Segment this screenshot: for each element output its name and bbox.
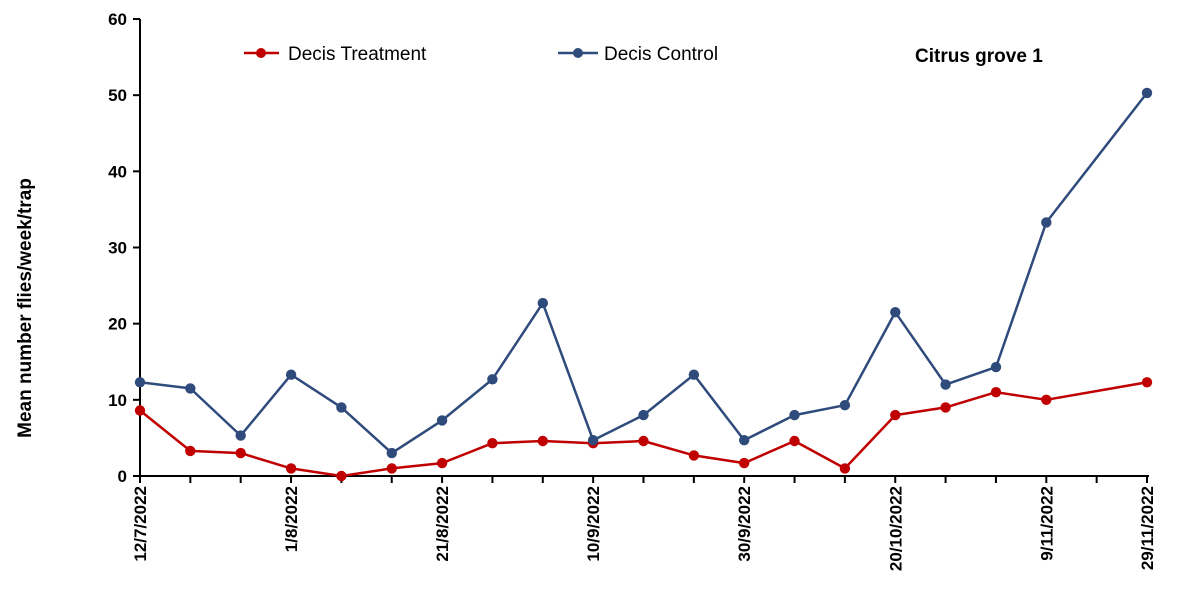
y-axis-label: Mean number flies/week/trap <box>15 178 36 438</box>
data-point <box>487 374 498 385</box>
legend-marker <box>256 48 266 58</box>
data-point <box>990 387 1002 398</box>
legend-marker <box>573 48 583 58</box>
data-point <box>990 361 1002 373</box>
y-tick-label: 60 <box>108 10 127 29</box>
data-point <box>134 405 146 416</box>
y-tick-label: 30 <box>108 239 127 258</box>
data-point <box>134 377 146 388</box>
data-point <box>739 435 750 446</box>
data-point <box>587 435 599 446</box>
y-axis: 0 10 20 30 40 50 60 <box>108 10 141 486</box>
series-line <box>139 92 1148 455</box>
x-tick-label: 20/10/2022 <box>886 486 905 571</box>
data-point <box>789 435 800 447</box>
data-point <box>285 369 297 380</box>
data-point <box>839 463 851 474</box>
y-tick-label: 50 <box>108 86 127 105</box>
chart-title: Citrus grove 1 <box>915 46 1043 67</box>
data-point <box>386 463 397 474</box>
data-point <box>688 450 700 461</box>
data-point <box>436 457 448 469</box>
legend-label-treatment: Decis Treatment <box>288 44 427 65</box>
x-tick-label: 29/11/2022 <box>1138 486 1157 570</box>
legend-item-treatment: Decis Treatment <box>244 44 427 65</box>
series-treatment <box>134 377 1153 482</box>
series-lines <box>134 87 1153 482</box>
series-control <box>134 87 1153 459</box>
x-axis: 12/7/2022 1/8/2022 21/8/2022 10/9/2022 30/9/… <box>131 475 1157 571</box>
y-tick-label: 20 <box>108 315 127 334</box>
data-point <box>436 415 448 426</box>
data-point <box>739 457 750 469</box>
data-point <box>638 435 649 447</box>
data-point <box>940 379 951 390</box>
data-point <box>638 409 649 421</box>
data-point <box>890 409 901 421</box>
y-tick-label: 10 <box>108 391 127 410</box>
data-point <box>839 400 851 411</box>
legend: Decis Treatment Decis Control <box>244 44 718 65</box>
data-point <box>235 447 246 459</box>
data-point <box>336 470 347 482</box>
data-point <box>890 307 901 318</box>
data-point <box>235 430 246 441</box>
data-point <box>940 402 951 413</box>
legend-label-control: Decis Control <box>604 44 718 65</box>
data-point <box>1041 394 1052 405</box>
data-point <box>386 447 397 459</box>
data-point <box>789 409 800 421</box>
data-point <box>487 438 498 449</box>
series-line <box>139 381 1148 478</box>
data-point <box>1141 377 1153 388</box>
legend-item-control: Decis Control <box>558 44 718 65</box>
data-point <box>185 445 196 457</box>
x-tick-label: 21/8/2022 <box>433 486 452 562</box>
x-tick-label: 1/8/2022 <box>282 486 301 552</box>
data-point <box>336 402 347 413</box>
y-tick-label: 0 <box>118 467 127 486</box>
data-point <box>537 297 548 309</box>
x-tick-label: 10/9/2022 <box>584 486 603 562</box>
data-point <box>285 463 297 474</box>
data-point <box>1141 87 1153 99</box>
data-point <box>185 383 196 394</box>
y-tick-label: 40 <box>108 162 127 181</box>
x-tick-label: 30/9/2022 <box>735 486 754 562</box>
data-point <box>537 435 548 447</box>
data-point <box>688 369 700 380</box>
data-point <box>1041 217 1052 228</box>
x-tick-label: 9/11/2022 <box>1037 486 1056 561</box>
x-tick-label: 12/7/2022 <box>131 486 150 562</box>
